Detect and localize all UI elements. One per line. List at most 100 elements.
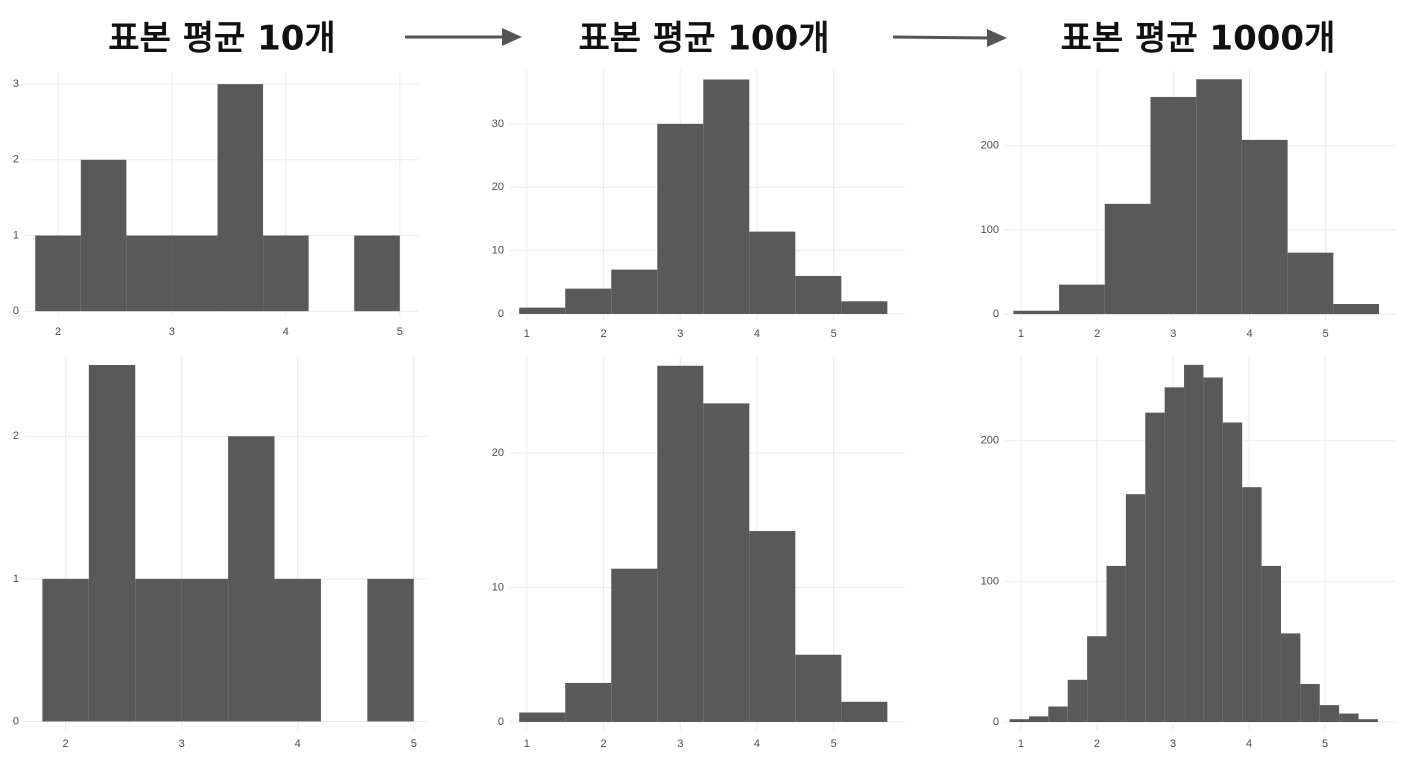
bar — [795, 275, 842, 314]
x-tick-label: 1 — [1018, 328, 1024, 340]
y-tick-label: 10 — [492, 581, 504, 593]
y-tick-label: 10 — [492, 245, 504, 257]
bar — [1104, 203, 1151, 315]
arrow — [892, 29, 1007, 47]
histogram-panel: 0 100 200 1 2 3 4 5 — [981, 70, 1395, 340]
y-tick-label: 0 — [498, 716, 504, 728]
column-title: 표본 평균 100개 — [578, 19, 829, 59]
bar — [841, 701, 888, 722]
bar — [1150, 96, 1197, 315]
x-tick-label: 3 — [1170, 738, 1176, 750]
x-tick-label: 5 — [397, 326, 403, 338]
x-tick-label: 3 — [677, 328, 683, 340]
x-tick-label: 5 — [1323, 328, 1329, 340]
bar — [1028, 716, 1049, 722]
y-tick-label: 0 — [13, 715, 19, 727]
column-title: 표본 평균 1000개 — [1061, 19, 1336, 59]
x-tick-label: 2 — [601, 738, 607, 750]
bar — [1048, 706, 1068, 722]
bar — [1059, 284, 1105, 315]
x-tick-label: 2 — [1094, 738, 1100, 750]
bar — [1067, 679, 1088, 722]
y-tick-label: 20 — [492, 181, 504, 193]
bar — [1125, 494, 1146, 722]
bar — [1242, 487, 1262, 722]
histogram-panel: 0 10 20 30 1 2 3 4 5 — [492, 70, 905, 340]
x-tick-label: 1 — [524, 738, 530, 750]
y-tick-label: 20 — [492, 447, 504, 459]
bar — [1203, 377, 1223, 722]
bar — [611, 269, 658, 314]
bar — [1196, 79, 1242, 315]
bar — [1339, 713, 1359, 722]
bar — [657, 123, 704, 314]
x-tick-label: 2 — [601, 328, 607, 340]
bar — [565, 682, 612, 722]
arrow — [405, 28, 522, 46]
x-tick-label: 4 — [1246, 738, 1252, 750]
bar — [1333, 304, 1380, 315]
bar — [367, 578, 414, 722]
bar — [1087, 636, 1107, 722]
x-tick-label: 4 — [283, 326, 289, 338]
y-tick-label: 0 — [13, 305, 19, 317]
x-tick-label: 5 — [411, 738, 417, 750]
bar — [126, 235, 172, 312]
bar — [171, 235, 218, 312]
bar — [42, 578, 89, 722]
x-tick-label: 5 — [831, 738, 837, 750]
bar — [1145, 412, 1165, 722]
y-tick-label: 200 — [981, 435, 999, 447]
x-tick-label: 2 — [63, 738, 69, 750]
bar — [274, 578, 321, 722]
bar — [217, 84, 264, 312]
x-tick-label: 4 — [1246, 328, 1252, 340]
bar — [354, 235, 400, 312]
bar — [135, 578, 182, 722]
histogram-panel: 0 1 2 2 3 4 5 — [13, 355, 430, 750]
bar — [1300, 684, 1320, 722]
x-tick-label: 2 — [55, 326, 61, 338]
bar — [181, 578, 229, 722]
x-tick-label: 3 — [169, 326, 175, 338]
bar — [1106, 565, 1126, 722]
bar — [1261, 565, 1281, 722]
x-tick-label: 4 — [754, 328, 760, 340]
x-tick-label: 4 — [295, 738, 301, 750]
x-tick-label: 3 — [179, 738, 185, 750]
x-tick-label: 5 — [831, 328, 837, 340]
bar — [841, 301, 888, 314]
bar — [703, 403, 750, 722]
bar — [1013, 310, 1060, 315]
bar — [88, 364, 136, 722]
bar — [519, 712, 566, 722]
y-tick-label: 200 — [981, 140, 999, 152]
x-tick-label: 5 — [1322, 738, 1328, 750]
bar — [1287, 252, 1334, 315]
histogram-panel: 0 100 200 1 2 3 4 5 — [981, 355, 1395, 750]
bar — [1184, 364, 1204, 722]
bar — [749, 531, 796, 722]
y-tick-label: 1 — [13, 573, 19, 585]
y-tick-label: 100 — [981, 575, 999, 587]
bar — [80, 159, 127, 312]
histogram-panel: 0 1 2 3 2 3 4 5 — [13, 72, 418, 338]
y-tick-label: 0 — [993, 716, 999, 728]
x-tick-label: 4 — [754, 738, 760, 750]
bar — [519, 307, 566, 314]
x-tick-label: 1 — [1018, 738, 1024, 750]
y-tick-label: 0 — [993, 308, 999, 320]
bar — [749, 231, 796, 314]
bar — [1280, 633, 1301, 722]
bar — [1241, 139, 1288, 315]
y-tick-label: 30 — [492, 118, 504, 130]
x-tick-label: 3 — [677, 738, 683, 750]
bar — [565, 288, 612, 314]
bar — [657, 365, 704, 722]
y-tick-label: 3 — [13, 78, 19, 90]
y-tick-label: 0 — [498, 308, 504, 320]
bar — [1319, 705, 1340, 722]
bar — [263, 235, 309, 312]
bar — [1222, 422, 1243, 722]
